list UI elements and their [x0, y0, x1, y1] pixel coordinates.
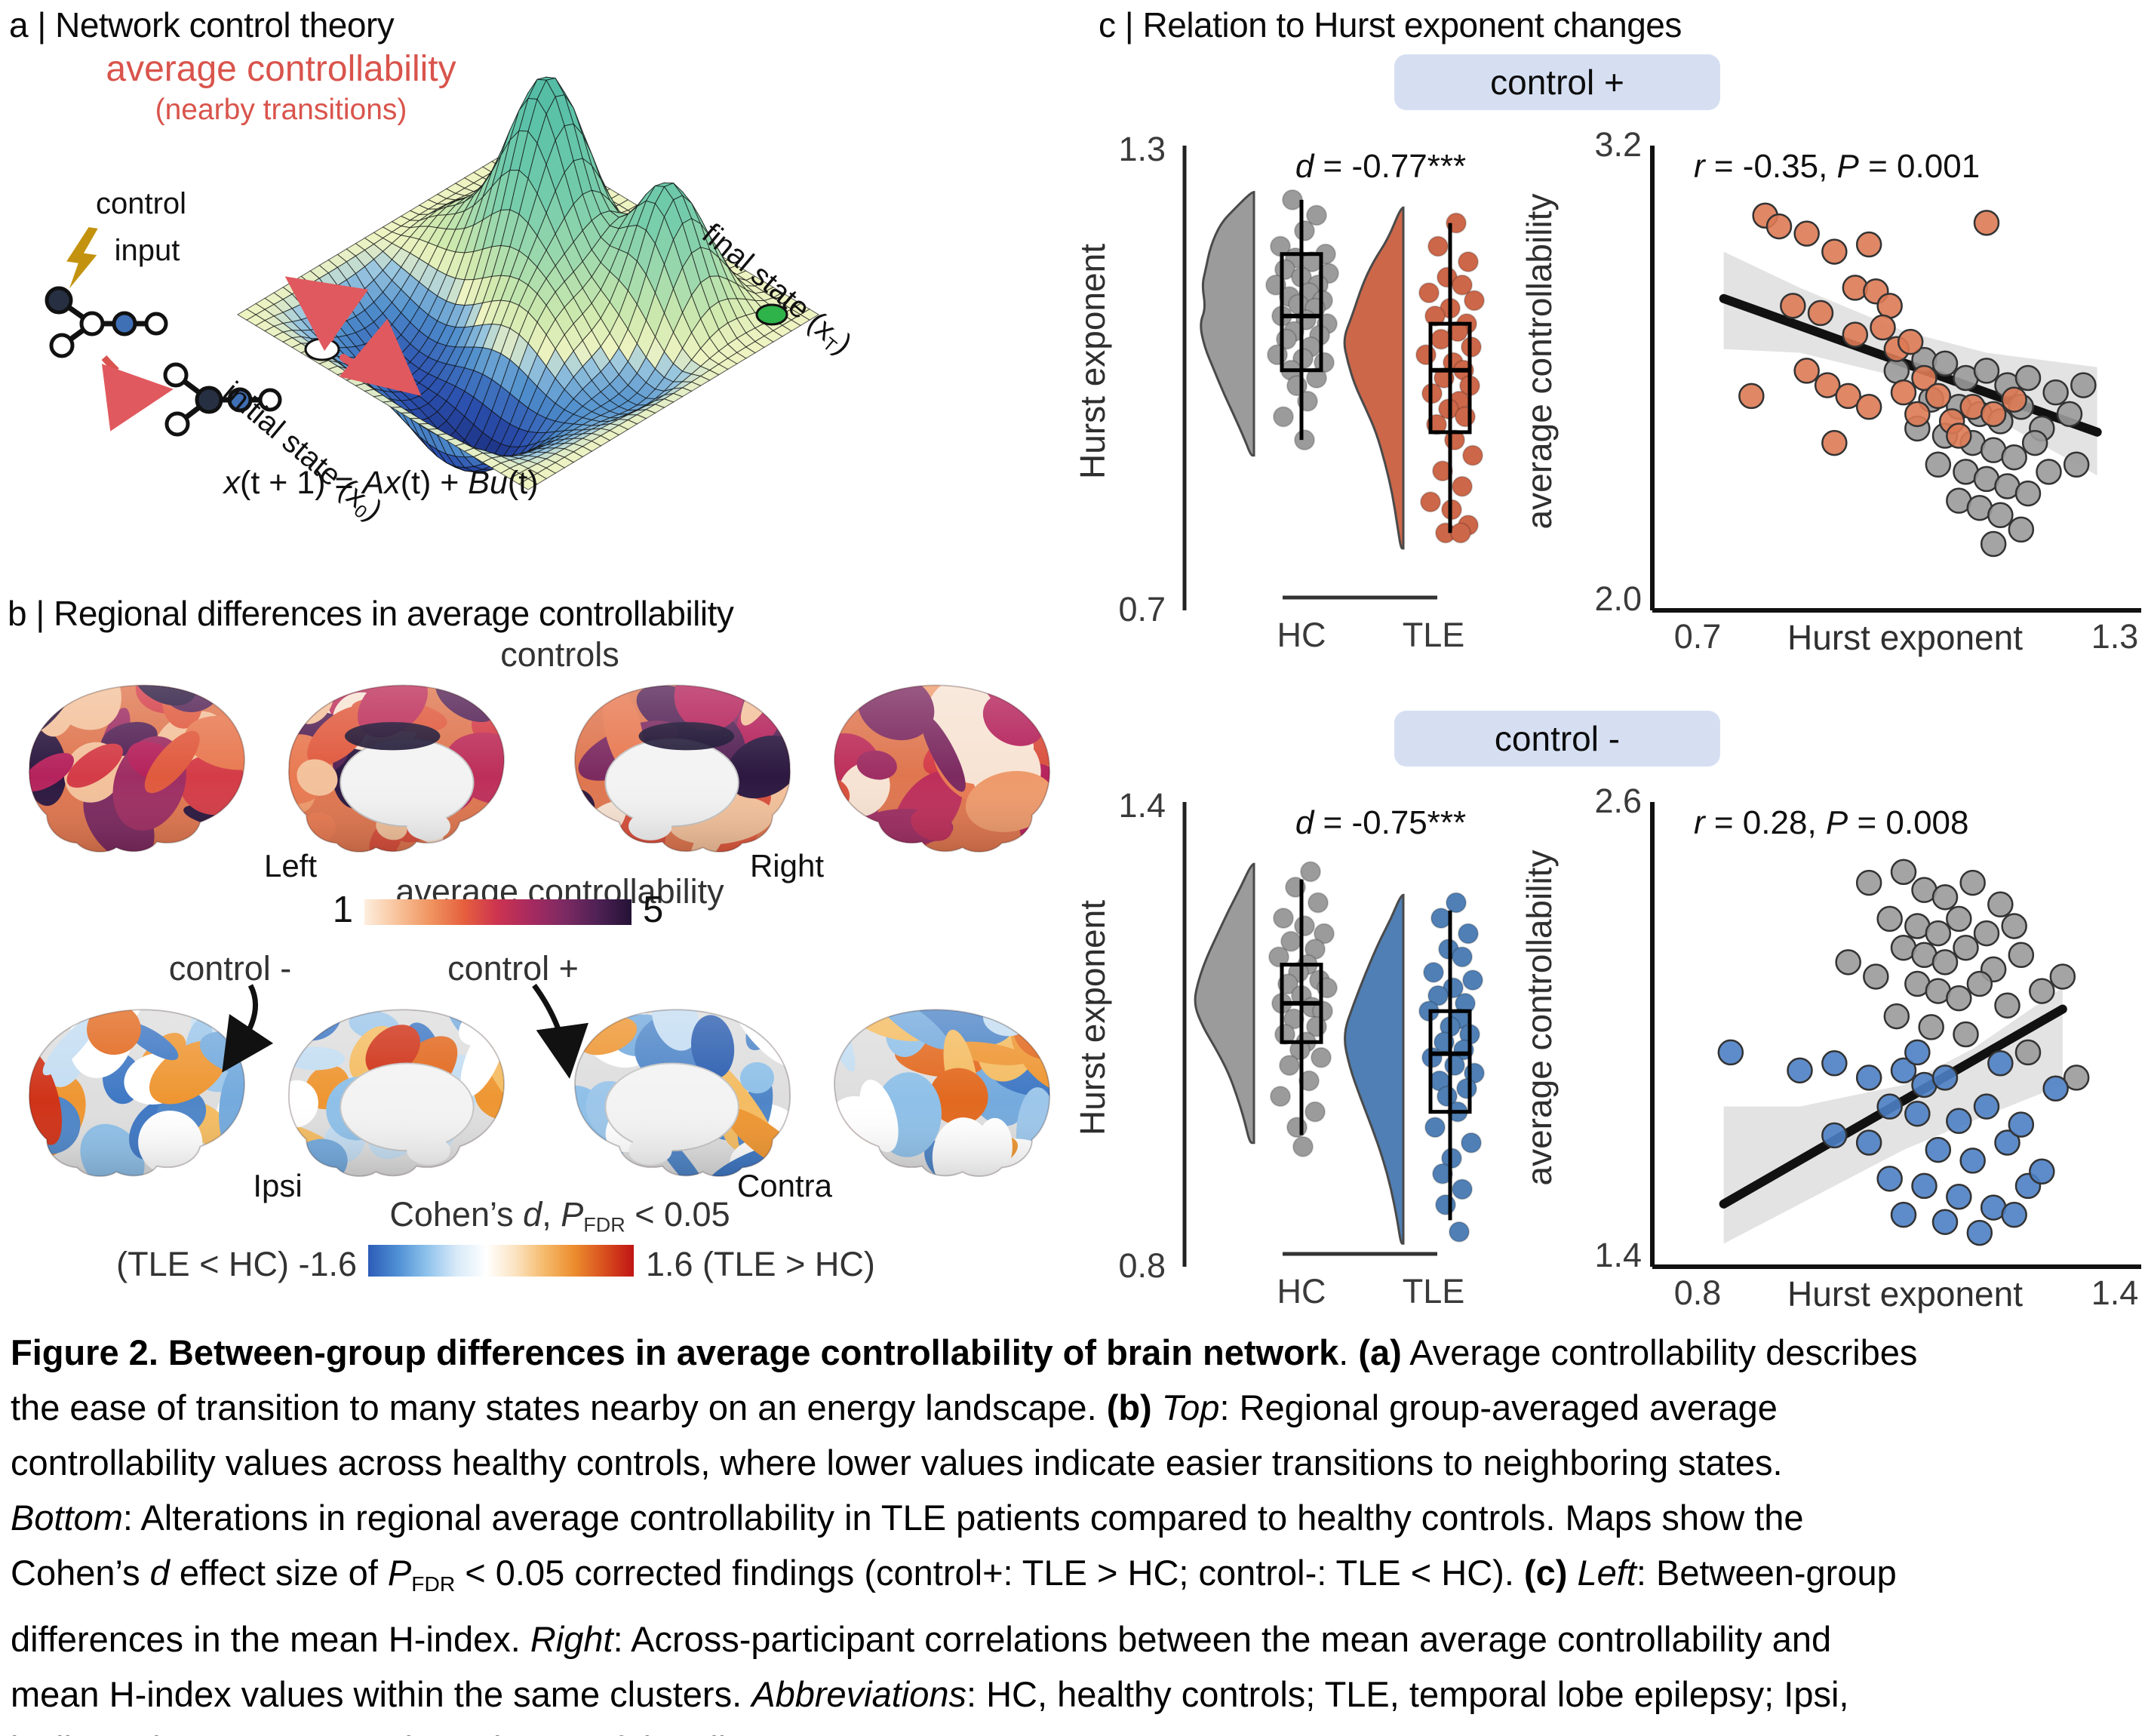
panel-a-title: a | Network control theory: [9, 5, 395, 45]
scat-plus-ytick-bottom: 2.0: [1594, 579, 1642, 618]
series-TLE: [1738, 202, 2027, 456]
raincloud-rain_plus: [1182, 146, 1485, 610]
rain-plus-ytick-top: 1.3: [1118, 130, 1166, 168]
rain-plus-group1-label: HC: [1277, 616, 1326, 654]
scat-plus-xtick-left: 0.7: [1673, 617, 1722, 656]
scat-minus-xlabel: Hurst exponent: [1787, 1274, 2023, 1314]
initial-state-marker: [304, 337, 340, 361]
rain-minus-group1-label: HC: [1277, 1272, 1326, 1310]
caption-line: Cohen’s d effect size of PFDR < 0.05 cor…: [11, 1553, 1897, 1596]
transition-arrow-up-icon: [284, 276, 369, 352]
colorbar2-left-label: (TLE < HC) -1.6: [116, 1245, 357, 1283]
energy-landscape: [237, 76, 819, 490]
half-violin: [1194, 862, 1255, 1145]
colorbar1-min: 1: [332, 890, 353, 930]
box: [1280, 252, 1323, 373]
control-plus-map-label: control +: [447, 949, 579, 988]
average-controllability-label: average controllability: [106, 49, 456, 89]
lightning-icon: [66, 227, 98, 289]
rain-plus-ylabel: Hurst exponent: [1073, 244, 1112, 479]
rain-plus-group2-label: TLE: [1402, 616, 1465, 654]
panel-b-title: b | Regional differences in average cont…: [8, 594, 734, 633]
controls-subtitle: controls: [500, 635, 619, 674]
half-violin: [1200, 191, 1255, 457]
half-violin: [1343, 206, 1405, 550]
scat-plus-ylabel: average controllability: [1520, 193, 1559, 530]
caption-line: ipsilateral; Contra, contralateral; FDR,…: [11, 1722, 2140, 1736]
colorbar-average-controllability: [364, 899, 631, 925]
control-plus-badge: control +: [1394, 54, 1720, 110]
brain-map: [834, 684, 1051, 853]
colorbar2-right-label: 1.6 (TLE > HC): [646, 1245, 875, 1283]
control-minus-badge: control -: [1394, 711, 1720, 767]
rain-minus-stat: d = -0.75***: [1295, 804, 1467, 841]
caption-line: controllability values across healthy co…: [11, 1443, 1783, 1483]
rain-minus-ylabel: Hurst exponent: [1073, 900, 1112, 1135]
figure-caption: Figure 2. Between-group differences in a…: [11, 1325, 2140, 1736]
control-input-label-2: input: [114, 234, 180, 267]
contra-label: Contra: [736, 1168, 833, 1203]
control-minus-map-label: control -: [168, 949, 292, 988]
half-violin: [1344, 893, 1405, 1245]
caption-line: differences in the mean H-index. Right: …: [11, 1618, 1832, 1659]
scat-plus-stat: r = -0.35, P = 0.001: [1694, 148, 1981, 185]
series-TLE: [1717, 1039, 2069, 1246]
box: [1428, 321, 1472, 435]
colorbar1-max: 5: [643, 890, 664, 930]
scat-minus-ylabel: average controllability: [1520, 850, 1559, 1186]
scat-minus-stat: r = 0.28, P = 0.008: [1694, 804, 1969, 841]
ipsi-label: Ipsi: [253, 1168, 303, 1203]
rain-plus-ytick-bottom: 0.7: [1118, 590, 1166, 628]
brain-map: [574, 684, 791, 853]
scat-minus-xtick-right: 1.4: [2091, 1274, 2139, 1312]
caption-line: Bottom: Alterations in regional average …: [11, 1498, 1804, 1538]
regression-line: [1719, 293, 2102, 437]
colorbar-cohens-d: [368, 1245, 634, 1277]
rain-plus-stat: d = -0.77***: [1295, 148, 1467, 185]
caption-line: Figure 2. Between-group differences in a…: [11, 1332, 1918, 1372]
network-transition-arrow-icon: [101, 355, 174, 432]
control-input-label-1: control: [95, 187, 187, 220]
brain-map: [28, 684, 245, 853]
control-minus-arrow-icon: [222, 984, 274, 1073]
map-annotation-arrows: [222, 983, 588, 1079]
brain-map: [287, 684, 505, 853]
nearby-transitions-label: (nearby transitions): [155, 94, 407, 126]
scatter-scat_plus: [1650, 146, 2141, 613]
scat-plus-xlabel: Hurst exponent: [1787, 618, 2023, 657]
box: [1428, 1009, 1472, 1114]
rain-minus-ytick-bottom: 0.8: [1118, 1246, 1166, 1285]
series-HC: [1835, 859, 2090, 1091]
rain-minus-ytick-top: 1.4: [1118, 786, 1166, 825]
brain-map: [834, 1009, 1051, 1177]
scat-plus-xtick-right: 1.3: [2091, 617, 2139, 656]
scat-plus-ytick-top: 3.2: [1594, 125, 1642, 164]
control-plus-arrow-icon: [532, 983, 588, 1079]
panel-c-title: c | Relation to Hurst exponent changes: [1099, 5, 1682, 45]
scatter-scat_minus: [1650, 802, 2141, 1269]
right-hemisphere-label: Right: [749, 848, 825, 883]
caption-line: the ease of transition to many states ne…: [11, 1387, 1778, 1427]
caption-line: mean H-index values within the same clus…: [11, 1673, 1849, 1714]
state-equation: x(t + 1) = Ax(t) + Bu(t): [223, 465, 539, 501]
left-hemisphere-label: Left: [263, 848, 318, 883]
scat-minus-xtick-left: 0.8: [1673, 1274, 1722, 1312]
final-state-marker: [755, 303, 788, 326]
rain-minus-group2-label: TLE: [1402, 1272, 1465, 1310]
scat-minus-ytick-bottom: 1.4: [1594, 1236, 1642, 1274]
brain-map: [287, 1009, 505, 1177]
raincloud-rain_minus: [1182, 802, 1485, 1267]
brain-map: [574, 1009, 791, 1177]
scat-minus-ytick-top: 2.6: [1594, 782, 1642, 820]
transition-arrow-down-icon: [339, 318, 422, 396]
cohens-d-colorbar-title: Cohen’s d, PFDR < 0.05: [389, 1195, 730, 1237]
network-graphs: [45, 227, 282, 437]
